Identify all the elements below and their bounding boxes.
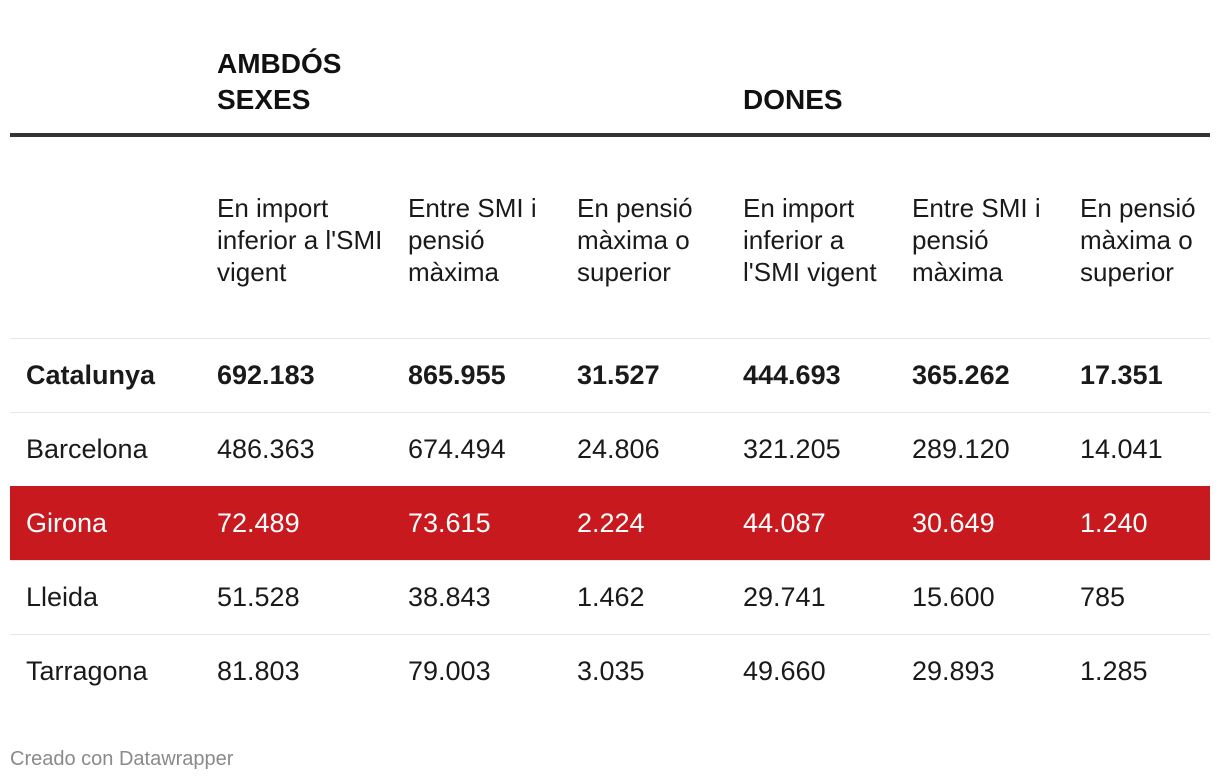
table-cell: 1.462 <box>577 582 645 612</box>
table-cell: 289.120 <box>912 434 1010 464</box>
table-cell: 31.527 <box>577 360 660 390</box>
table-cell: 15.600 <box>912 582 995 612</box>
row-label: Lleida <box>26 582 99 612</box>
table-cell: 38.843 <box>408 582 491 612</box>
table-cell: 14.041 <box>1080 434 1163 464</box>
table-cell: 44.087 <box>743 508 826 538</box>
table-cell: 444.693 <box>743 360 841 390</box>
table-cell: 51.528 <box>217 582 300 612</box>
row-label: Girona <box>26 508 108 538</box>
table-cell: 321.205 <box>743 434 841 464</box>
column-header-3: En pensió màxima o superior <box>577 193 693 287</box>
table-cell: 865.955 <box>408 360 506 390</box>
table-cell: 49.660 <box>743 656 826 686</box>
table-cell: 3.035 <box>577 656 645 686</box>
table-cell: 2.224 <box>577 508 645 538</box>
row-label: Tarragona <box>26 656 148 686</box>
table-row-catalunya: Catalunya 692.183 865.955 31.527 444.693 365.… <box>10 338 1210 412</box>
table-cell: 674.494 <box>408 434 506 464</box>
row-label: Barcelona <box>26 434 148 464</box>
table-cell: 1.285 <box>1080 656 1148 686</box>
table-cell: 29.741 <box>743 582 826 612</box>
table-cell: 17.351 <box>1080 360 1163 390</box>
table-row-girona: Girona 72.489 73.615 2.224 44.087 30.649 1.240 <box>10 486 1210 560</box>
table-cell: 29.893 <box>912 656 995 686</box>
table-cell: 30.649 <box>912 508 995 538</box>
table-row-barcelona: Barcelona 486.363 674.494 24.806 321.205 289.… <box>10 412 1210 486</box>
table-cell: 365.262 <box>912 360 1010 390</box>
column-header-1: En import inferior a l'SMI vigent <box>217 193 383 287</box>
table-cell: 692.183 <box>217 360 315 390</box>
row-label: Catalunya <box>26 360 156 390</box>
table-cell: 73.615 <box>408 508 491 538</box>
table-cell: 72.489 <box>217 508 300 538</box>
table-cell: 79.003 <box>408 656 491 686</box>
table-row-tarragona: Tarragona 81.803 79.003 3.035 49.660 29.893 1.… <box>10 634 1210 708</box>
table-row-lleida: Lleida 51.528 38.843 1.462 29.741 15.600 785 <box>10 560 1210 634</box>
header-divider <box>10 133 1210 137</box>
column-group-ambdos-sexes: AMBDÓS SEXES <box>217 48 342 115</box>
column-header-6: En pensió màxima o superior <box>1080 193 1196 287</box>
footer-credit[interactable]: Creado con Datawrapper <box>10 748 234 770</box>
table-cell: 785 <box>1080 582 1126 612</box>
column-header-2: Entre SMI i pensió màxima <box>408 193 537 287</box>
table-cell: 486.363 <box>217 434 315 464</box>
table-cell: 81.803 <box>217 656 300 686</box>
column-group-dones: DONES <box>743 84 843 115</box>
table-cell: 24.806 <box>577 434 660 464</box>
column-header-4: En import inferior a l'SMI vigent <box>743 193 877 287</box>
column-header-5: Entre SMI i pensió màxima <box>912 193 1041 287</box>
table-cell: 1.240 <box>1080 508 1148 538</box>
